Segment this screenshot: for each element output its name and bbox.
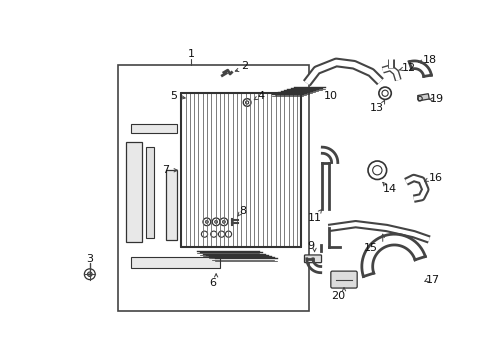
Text: 14: 14 <box>382 184 396 194</box>
Text: 16: 16 <box>428 173 442 183</box>
Text: 19: 19 <box>429 94 443 104</box>
Text: 8: 8 <box>239 206 246 216</box>
Text: 18: 18 <box>422 55 436 65</box>
Circle shape <box>222 220 225 223</box>
FancyBboxPatch shape <box>304 255 321 263</box>
Circle shape <box>205 220 208 223</box>
Text: 4: 4 <box>257 91 264 100</box>
Text: 20: 20 <box>331 291 345 301</box>
Bar <box>146 147 154 238</box>
Text: 15: 15 <box>364 243 377 253</box>
Text: 13: 13 <box>369 103 384 113</box>
Bar <box>165 170 176 239</box>
Bar <box>126 142 142 242</box>
Bar <box>118 65 308 311</box>
Text: 10: 10 <box>323 91 337 101</box>
Text: 9: 9 <box>306 242 314 252</box>
Text: 3: 3 <box>86 254 93 264</box>
FancyBboxPatch shape <box>330 271 356 288</box>
Bar <box>417 94 428 101</box>
Circle shape <box>214 220 217 223</box>
Text: 5: 5 <box>170 91 177 100</box>
Text: 1: 1 <box>187 49 194 59</box>
Text: 7: 7 <box>162 165 169 175</box>
Bar <box>131 124 177 133</box>
Text: 12: 12 <box>401 63 415 73</box>
Bar <box>131 257 220 268</box>
Text: 17: 17 <box>425 275 439 285</box>
Circle shape <box>87 272 92 276</box>
Text: 2: 2 <box>241 61 247 71</box>
Text: 6: 6 <box>208 278 215 288</box>
Text: 11: 11 <box>308 213 322 222</box>
